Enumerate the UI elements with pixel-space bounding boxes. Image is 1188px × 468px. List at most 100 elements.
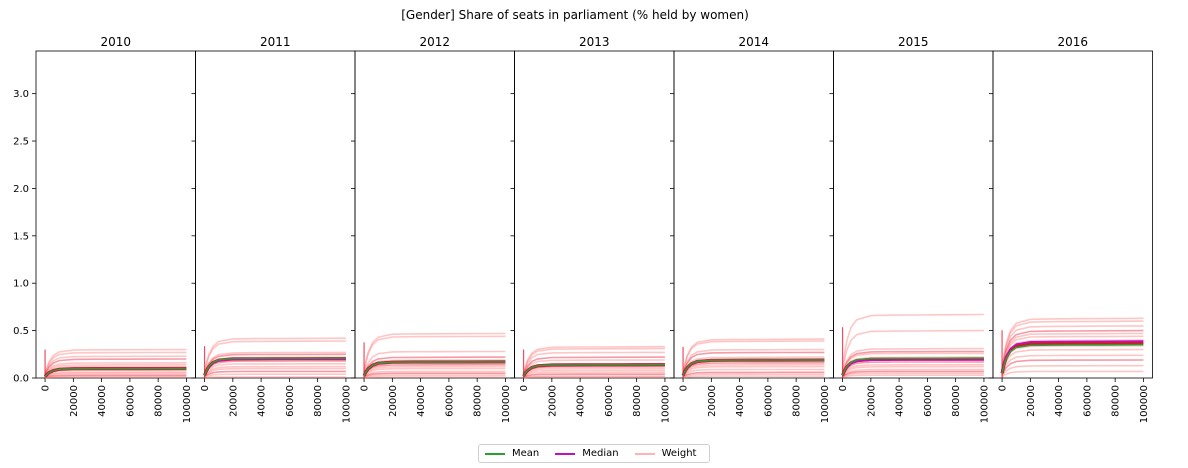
weight-line — [203, 340, 346, 374]
x-tick-label: 60000 — [923, 385, 934, 417]
legend-item-median: Median — [555, 448, 619, 459]
panel-2014: 2014 0 20000 40000 60000 80000 100000 — [670, 35, 834, 423]
chart-title: [Gender] Share of seats in parliament (%… — [401, 8, 749, 22]
legend-swatch-median — [555, 452, 576, 455]
x-tick-label: 100000 — [820, 385, 831, 423]
weight-line — [1001, 370, 1144, 378]
x-tick-label: 80000 — [473, 385, 484, 417]
weight-line — [682, 348, 825, 375]
weight-line — [1001, 348, 1144, 375]
x-tick-label: 0 — [679, 385, 690, 391]
mean-line — [522, 364, 665, 377]
x-tick-label: 0 — [838, 385, 849, 391]
weight-line — [44, 355, 187, 376]
mean-line — [44, 367, 187, 378]
weight-line — [523, 373, 665, 379]
mean-line — [363, 361, 506, 377]
weight-line — [204, 373, 346, 379]
x-tick-label: 80000 — [313, 385, 324, 417]
weight-line — [682, 371, 825, 378]
x-tick-label: 60000 — [1082, 385, 1093, 417]
mean-line — [841, 357, 984, 376]
weight-line — [842, 374, 984, 379]
weight-line — [363, 374, 506, 379]
weight-line — [1001, 364, 1144, 377]
weight-line — [363, 372, 506, 379]
x-tick-label: 60000 — [285, 385, 296, 417]
x-tick-label: 100000 — [182, 385, 193, 423]
x-tick-label: 60000 — [125, 385, 136, 417]
x-tick-label: 60000 — [604, 385, 615, 417]
legend-label-mean: Mean — [512, 448, 540, 459]
weight-line — [842, 370, 984, 378]
weight-line — [44, 375, 187, 379]
y-tick-label: 2.0 — [13, 184, 29, 195]
panel-title: 2016 — [1057, 35, 1088, 49]
x-tick-label: 0 — [519, 385, 530, 391]
panel-frame — [354, 50, 515, 379]
panel-2013: 2013 0 20000 40000 60000 80000 100000 — [510, 35, 675, 423]
x-tick-label: 0 — [360, 385, 371, 391]
weight-line — [363, 376, 506, 379]
y-tick-label: 1.0 — [13, 279, 29, 290]
weight-line — [841, 347, 984, 375]
weight-line — [841, 313, 984, 370]
x-tick-label: 80000 — [792, 385, 803, 417]
panel-frame — [833, 50, 994, 379]
panel-frame — [195, 50, 356, 379]
x-tick-label: 0 — [200, 385, 211, 391]
x-tick-label: 100000 — [660, 385, 671, 423]
panel-title: 2013 — [579, 35, 610, 49]
x-tick-label: 60000 — [763, 385, 774, 417]
weight-line — [204, 376, 346, 379]
x-tick-label: 20000 — [866, 385, 877, 417]
x-tick-label: 20000 — [547, 385, 558, 417]
weight-line — [203, 367, 346, 378]
weight-line — [523, 375, 665, 379]
panel-frame — [992, 50, 1153, 379]
panel-2012: 2012 0 20000 40000 60000 80000 100000 — [351, 35, 515, 423]
x-tick-label: 100000 — [1139, 385, 1150, 423]
y-tick-label: 3.0 — [13, 89, 29, 100]
weight-line — [842, 372, 984, 379]
panel-title: 2015 — [898, 35, 929, 49]
weight-line — [44, 358, 187, 376]
x-tick-label: 40000 — [97, 385, 108, 417]
x-tick-label: 60000 — [444, 385, 455, 417]
x-tick-label: 40000 — [576, 385, 587, 417]
panel-2016: 2016 0 20000 40000 60000 80000 100000 — [989, 35, 1153, 423]
panels-group: 2010 0.0 0.5 1.0 1.5 2.0 2.5 3.0 0 20000 40000 6000… — [13, 35, 1153, 423]
weight-line — [523, 376, 665, 379]
panel-2015: 2015 0 20000 40000 60000 80000 100000 — [829, 35, 994, 423]
x-tick-label: 20000 — [388, 385, 399, 417]
mean-line — [203, 357, 346, 376]
x-tick-label: 100000 — [341, 385, 352, 423]
weight-line — [44, 351, 187, 375]
x-tick-label: 80000 — [1111, 385, 1122, 417]
weight-line — [682, 375, 825, 379]
weight-line — [522, 347, 665, 375]
x-tick-label: 40000 — [895, 385, 906, 417]
x-tick-label: 0 — [998, 385, 1009, 391]
legend-swatch-mean — [485, 452, 505, 455]
panel-2011: 2011 0 20000 40000 60000 80000 100000 — [191, 35, 356, 423]
x-tick-label: 20000 — [1026, 385, 1037, 417]
mean-line — [682, 359, 825, 376]
mean-line — [1001, 344, 1144, 374]
x-tick-label: 80000 — [632, 385, 643, 417]
panel-title: 2014 — [738, 35, 769, 49]
panel-frame — [35, 50, 196, 379]
panel-frame — [673, 50, 834, 379]
legend: Mean Median Weight — [478, 444, 710, 463]
legend-label-median: Median — [582, 448, 619, 459]
x-tick-label: 20000 — [228, 385, 239, 417]
panel-title: 2010 — [100, 35, 131, 49]
weight-line — [44, 348, 187, 375]
legend-item-weight: Weight — [634, 448, 696, 459]
y-tick-label: 0.5 — [13, 326, 29, 337]
weight-line — [363, 350, 506, 375]
x-tick-label: 80000 — [154, 385, 165, 417]
y-tick-label: 1.5 — [13, 231, 29, 242]
x-tick-label: 40000 — [1054, 385, 1065, 417]
weight-line — [203, 337, 346, 373]
